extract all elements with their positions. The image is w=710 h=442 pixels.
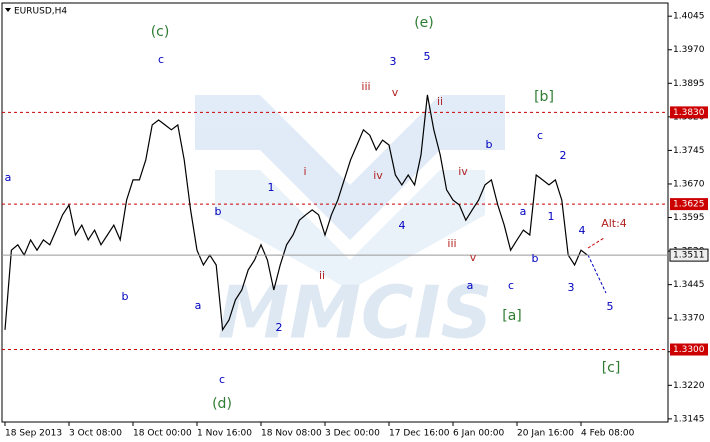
level-label-box [670, 106, 708, 119]
wave-label: [b] [534, 89, 554, 105]
wave-label: c [537, 129, 543, 142]
wave-label: b [532, 252, 539, 265]
chart-title: EURUSD,H4 [14, 7, 67, 17]
level-label: 1.3300 [673, 345, 705, 355]
wave-label: c [158, 53, 164, 66]
wave-label: 1 [268, 181, 275, 194]
wave-label: a [467, 279, 474, 292]
x-tick-label: 4 Feb 08:00 [581, 429, 635, 439]
wave-label: ii [437, 95, 443, 108]
y-tick-label: 1.3595 [673, 213, 705, 223]
wave-label: v [470, 251, 477, 264]
wave-label: [c] [602, 360, 621, 376]
y-tick-label: 1.3445 [673, 280, 705, 290]
wave-label: b [122, 290, 129, 303]
wave-label: iv [458, 165, 468, 178]
watermark-logo [195, 95, 505, 290]
wave-label: 5 [424, 50, 431, 63]
wave-label: 5 [607, 300, 614, 313]
x-tick-label: 17 Dec 16:00 [389, 429, 450, 439]
y-tick-label: 1.3370 [673, 314, 705, 324]
wave-label: iii [447, 237, 456, 250]
price-line [4, 94, 588, 332]
wave-label: 4 [579, 224, 586, 237]
forecast-line [587, 254, 607, 294]
x-tick-label: 18 Sep 2013 [5, 429, 62, 439]
y-tick-label: 1.3145 [673, 414, 705, 424]
wave-label: ii [319, 269, 325, 282]
current-price-box [669, 248, 709, 262]
alt-forecast-line [587, 237, 605, 249]
level-label: 1.3830 [673, 108, 705, 118]
y-tick-label: 1.4045 [673, 12, 705, 22]
wave-label: c [219, 373, 225, 386]
x-tick-label: 20 Jan 16:00 [517, 429, 574, 439]
wave-label: a [5, 171, 12, 184]
symbol-icon [5, 8, 11, 12]
wave-label: b [215, 205, 222, 218]
y-tick-label: 1.3220 [673, 381, 705, 391]
logo-shape [215, 170, 485, 290]
wave-label: (d) [212, 396, 232, 412]
wave-label: iv [373, 169, 383, 182]
wave-label: iii [361, 80, 370, 93]
x-tick-label: 3 Oct 08:00 [69, 429, 122, 439]
wave-label: i [303, 165, 306, 178]
plot-frame [1, 2, 669, 423]
wave-label: a [520, 205, 527, 218]
wave-label: 3 [568, 281, 575, 294]
y-tick-label: 1.3895 [673, 79, 705, 89]
wave-label: (c) [151, 24, 170, 40]
wave-label: a [195, 299, 202, 312]
wave-label: 3 [390, 55, 397, 68]
x-tick-label: 6 Jan 00:00 [453, 429, 505, 439]
x-tick-label: 18 Oct 00:00 [133, 429, 192, 439]
y-tick-label: 1.3970 [673, 45, 705, 55]
x-tick-label: 1 Nov 16:00 [197, 429, 252, 439]
wave-label: 1 [548, 210, 555, 223]
level-label-box [670, 198, 708, 211]
wave-label: (e) [414, 15, 434, 31]
y-tick-label: 1.3745 [673, 146, 705, 156]
x-tick-label: 3 Dec 00:00 [325, 429, 380, 439]
wave-label: b [486, 138, 493, 151]
wave-label: 2 [560, 149, 567, 162]
current-price-label: 1.3511 [673, 251, 705, 261]
level-label-box [670, 343, 708, 356]
y-tick-label: 1.3670 [673, 179, 705, 189]
wave-label: 2 [276, 321, 283, 334]
logo-shape [195, 95, 505, 240]
level-label: 1.3625 [673, 200, 705, 210]
x-tick-label: 18 Nov 08:00 [261, 429, 322, 439]
wave-label: v [392, 86, 399, 99]
wave-label: [a] [502, 308, 522, 324]
wave-label: Alt:4 [601, 217, 627, 230]
wave-label: 4 [399, 219, 406, 232]
watermark: MMCIS [218, 271, 493, 355]
wave-label: c [508, 279, 514, 292]
